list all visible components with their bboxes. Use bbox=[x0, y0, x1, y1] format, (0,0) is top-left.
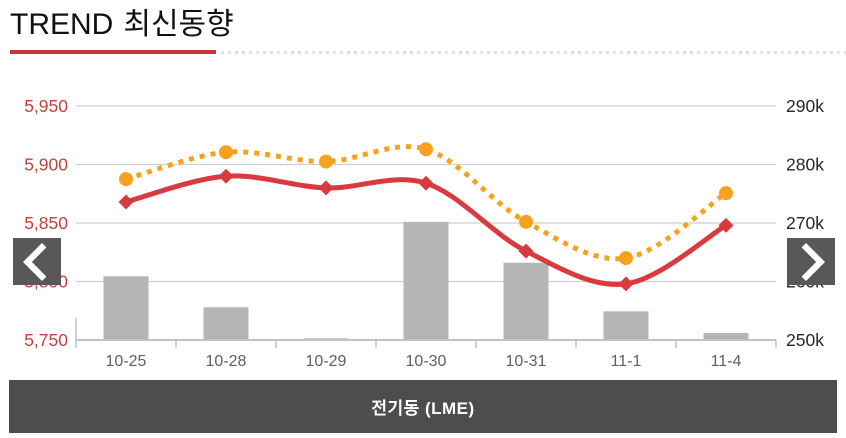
title-underline bbox=[10, 50, 846, 54]
page-title: TREND 최신동향 bbox=[10, 6, 234, 44]
volume-bar bbox=[603, 311, 649, 340]
left-axis-tick-label: 5,750 bbox=[24, 330, 68, 350]
chevron-left-icon bbox=[22, 242, 47, 281]
x-axis-category-label: 10-25 bbox=[106, 353, 147, 370]
chevron-right-icon bbox=[801, 242, 826, 281]
x-axis-category-label: 11-1 bbox=[611, 353, 642, 370]
x-axis-category-label: 11-4 bbox=[711, 353, 742, 370]
orange-dotted-line-marker bbox=[619, 251, 633, 266]
x-axis-category-label: 10-30 bbox=[406, 353, 447, 370]
carousel-next-button[interactable] bbox=[787, 238, 835, 285]
orange-dotted-line-marker bbox=[219, 145, 233, 160]
title-underline-accent bbox=[10, 50, 216, 54]
red-solid-line-marker bbox=[218, 168, 234, 184]
red-solid-line-marker bbox=[318, 180, 334, 196]
right-axis-tick-label: 270k bbox=[786, 213, 824, 233]
orange-dotted-line-marker bbox=[519, 214, 533, 229]
chart-caption-bar: 전기동 (LME) bbox=[9, 380, 837, 433]
x-axis-category-label: 10-31 bbox=[506, 353, 547, 370]
title-underline-dotted-rule bbox=[221, 50, 846, 54]
red-solid-line-marker bbox=[718, 217, 734, 233]
left-axis-tick-label: 5,950 bbox=[24, 96, 68, 116]
red-solid-line-marker bbox=[418, 175, 434, 191]
red-solid-line-marker bbox=[518, 243, 534, 259]
volume-bar bbox=[703, 332, 749, 340]
orange-dotted-line-marker bbox=[719, 186, 733, 201]
orange-dotted-line-marker bbox=[319, 154, 333, 169]
volume-bar bbox=[403, 221, 449, 340]
orange-dotted-line-marker bbox=[119, 172, 133, 187]
page-header: TREND 최신동향 bbox=[10, 6, 234, 44]
volume-bar bbox=[103, 276, 149, 340]
x-axis-category-label: 10-28 bbox=[206, 353, 247, 370]
chart-caption-label: 전기동 (LME) bbox=[371, 399, 475, 418]
x-axis-category-label: 10-29 bbox=[306, 353, 347, 370]
page-title-ko: 최신동향 bbox=[123, 8, 234, 41]
left-axis-tick-label: 5,900 bbox=[24, 155, 68, 175]
red-solid-line-marker bbox=[618, 276, 634, 292]
left-axis-tick-label: 5,850 bbox=[24, 213, 68, 233]
right-axis-tick-label: 280k bbox=[786, 155, 824, 175]
right-axis-tick-label: 290k bbox=[786, 96, 824, 116]
right-axis-tick-label: 250k bbox=[786, 330, 824, 350]
volume-bar bbox=[503, 262, 549, 340]
page-title-en: TREND bbox=[10, 8, 114, 41]
red-solid-line-marker bbox=[118, 194, 134, 210]
orange-dotted-line-marker bbox=[419, 142, 433, 157]
carousel-prev-button[interactable] bbox=[13, 238, 61, 285]
volume-bar bbox=[203, 307, 249, 340]
trend-combo-chart-svg: 5,950290k5,900280k5,850270k5,800260k5,75… bbox=[24, 96, 824, 370]
trend-chart: 5,950290k5,900280k5,850270k5,800260k5,75… bbox=[0, 78, 846, 378]
